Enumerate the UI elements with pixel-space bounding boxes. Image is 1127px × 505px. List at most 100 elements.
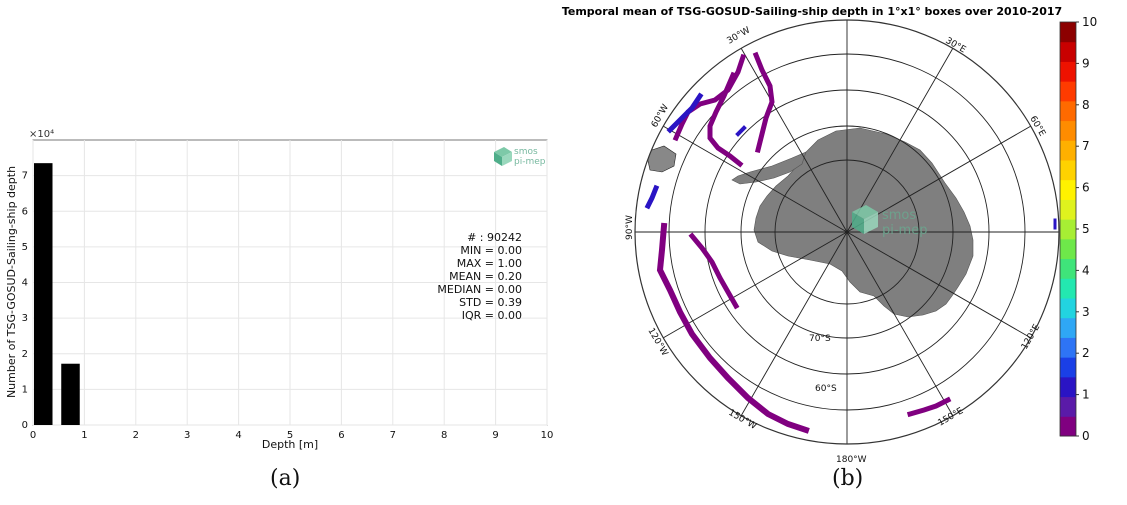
caption-a: (a) [270,466,301,491]
y-tick-label: 0 [22,420,28,431]
x-tick-label: 4 [235,430,241,441]
colorbar-segment [1060,317,1076,338]
y-tick-label: 7 [22,171,28,182]
lon-label-180w: 180°W [836,455,867,465]
track-peninsula-blue [666,92,704,134]
lon-label-90w: 90°W [625,215,635,240]
south-america-tip [645,145,677,173]
colorbar-tick-label: 8 [1082,98,1090,112]
colorbar-segment [1060,337,1076,358]
colorbar-tick-label: 6 [1082,181,1090,195]
depth-histogram-chart: 0 1 2 3 4 5 6 7 8 9 10 0 1 2 3 4 5 6 7 ×10⁴ Depth [m] Num… [5,129,554,451]
grid-lines [32,140,548,426]
y-tick-labels: 0 1 2 3 4 5 6 7 [22,171,28,431]
colorbar-segment [1060,219,1076,240]
colorbar-segment [1060,179,1076,200]
y-tick-label: 1 [22,384,28,395]
logo-text-pimep: pi-mep [882,223,927,238]
colorbar-tick-label: 7 [1082,139,1090,153]
polar-map-chart: Temporal mean of TSG-GOSUD-Sailing-ship … [562,5,1097,465]
track-small-blue [735,125,747,137]
colorbar-segment [1060,81,1076,102]
x-tick-label: 5 [287,430,293,441]
bars-group [34,163,80,425]
colorbar-tick-label: 4 [1082,263,1090,277]
stats-line: MAX = 1.00 [457,257,522,270]
x-tick-label: 6 [338,430,344,441]
x-tick-label: 10 [541,430,554,441]
colorbar-segment [1060,199,1076,220]
stats-line: MIN = 0.00 [460,244,522,257]
colorbar-segment [1060,140,1076,161]
colorbar-tick-label: 10 [1082,15,1097,29]
x-tick-label: 0 [30,430,36,441]
lat-label-70s: 70°S [809,334,831,344]
y-tick-label: 4 [22,278,28,289]
x-axis-label: Depth [m] [262,438,318,451]
stats-line: MEDIAN = 0.00 [437,283,522,296]
colorbar-segment [1060,120,1076,141]
x-tick-label: 7 [390,430,396,441]
cube-logo-icon [494,147,512,166]
x-tick-label: 2 [133,430,139,441]
track-east [906,396,952,418]
map-border [634,19,1060,445]
stats-line: STD = 0.39 [459,296,522,309]
x-tick-label: 1 [81,430,87,441]
caption-b: (b) [832,466,864,491]
colorbar-tick-label: 5 [1082,222,1090,236]
y-tick-label: 5 [22,242,28,253]
lon-label-30w: 30°W [726,25,753,46]
colorbar-segment [1060,376,1076,398]
y-tick-label: 6 [22,206,28,217]
y-tick-label: 2 [22,349,28,360]
histogram-bar [61,363,80,425]
colorbar-segment [1060,100,1076,122]
colorbar-segment [1060,357,1076,378]
y-multiplier-label: ×10⁴ [29,129,54,140]
logo-text-pimep: pi-mep [514,157,546,167]
colorbar-segment [1060,41,1076,62]
map-title: Temporal mean of TSG-GOSUD-Sailing-ship … [562,5,1062,18]
stats-line: # : 90242 [467,231,522,244]
x-tick-labels: 0 1 2 3 4 5 6 7 8 9 10 [30,430,554,441]
x-tick-label: 3 [184,430,190,441]
colorbar: 0 1 2 3 4 5 6 7 8 9 10 [1059,15,1097,443]
x-tick-label: 8 [441,430,447,441]
logo-text-smos: smos [882,208,916,223]
colorbar-tick-label: 0 [1082,429,1090,443]
colorbar-segment [1060,22,1076,43]
colorbar-segment [1060,160,1076,181]
cube-logo-icon [852,205,878,234]
track-west-blue [644,184,660,210]
sailing-ship-tracks [644,51,1057,434]
colorbar-segment [1060,258,1076,279]
track-drake-passage [672,53,747,142]
track-weddell [752,51,775,154]
logo-text-smos: smos [514,147,538,157]
colorbar-tick-label: 1 [1082,388,1090,402]
x-tick-label: 9 [492,430,498,441]
smos-logo: smos pi-mep [494,147,546,167]
lat-label-60s: 60°S [815,384,837,394]
colorbar-tick-label: 3 [1082,305,1090,319]
y-axis-label: Number of TSG-GOSUD-Sailing-ship depth [5,166,18,398]
track-pacific-arc [656,222,810,434]
histogram-bar [34,163,53,425]
smos-logo-map: smos pi-mep [852,205,927,238]
map-panel: Temporal mean of TSG-GOSUD-Sailing-ship … [560,0,1127,501]
track-inner-pacific [688,232,740,310]
colorbar-segment [1060,416,1076,437]
colorbar-segment [1060,61,1076,82]
stats-line: IQR = 0.00 [462,309,522,322]
colorbar-tick-label: 2 [1082,346,1090,360]
stats-line: MEAN = 0.20 [449,270,522,283]
colorbar-segment [1060,396,1076,417]
histogram-panel: 0 1 2 3 4 5 6 7 8 9 10 0 1 2 3 4 5 6 7 ×10⁴ Depth [m] Num… [0,0,560,501]
track-scotia-sea [707,71,744,168]
y-tick-label: 3 [22,313,28,324]
colorbar-segment [1060,278,1076,299]
colorbar-segment [1060,298,1076,319]
colorbar-tick-label: 9 [1082,56,1090,70]
